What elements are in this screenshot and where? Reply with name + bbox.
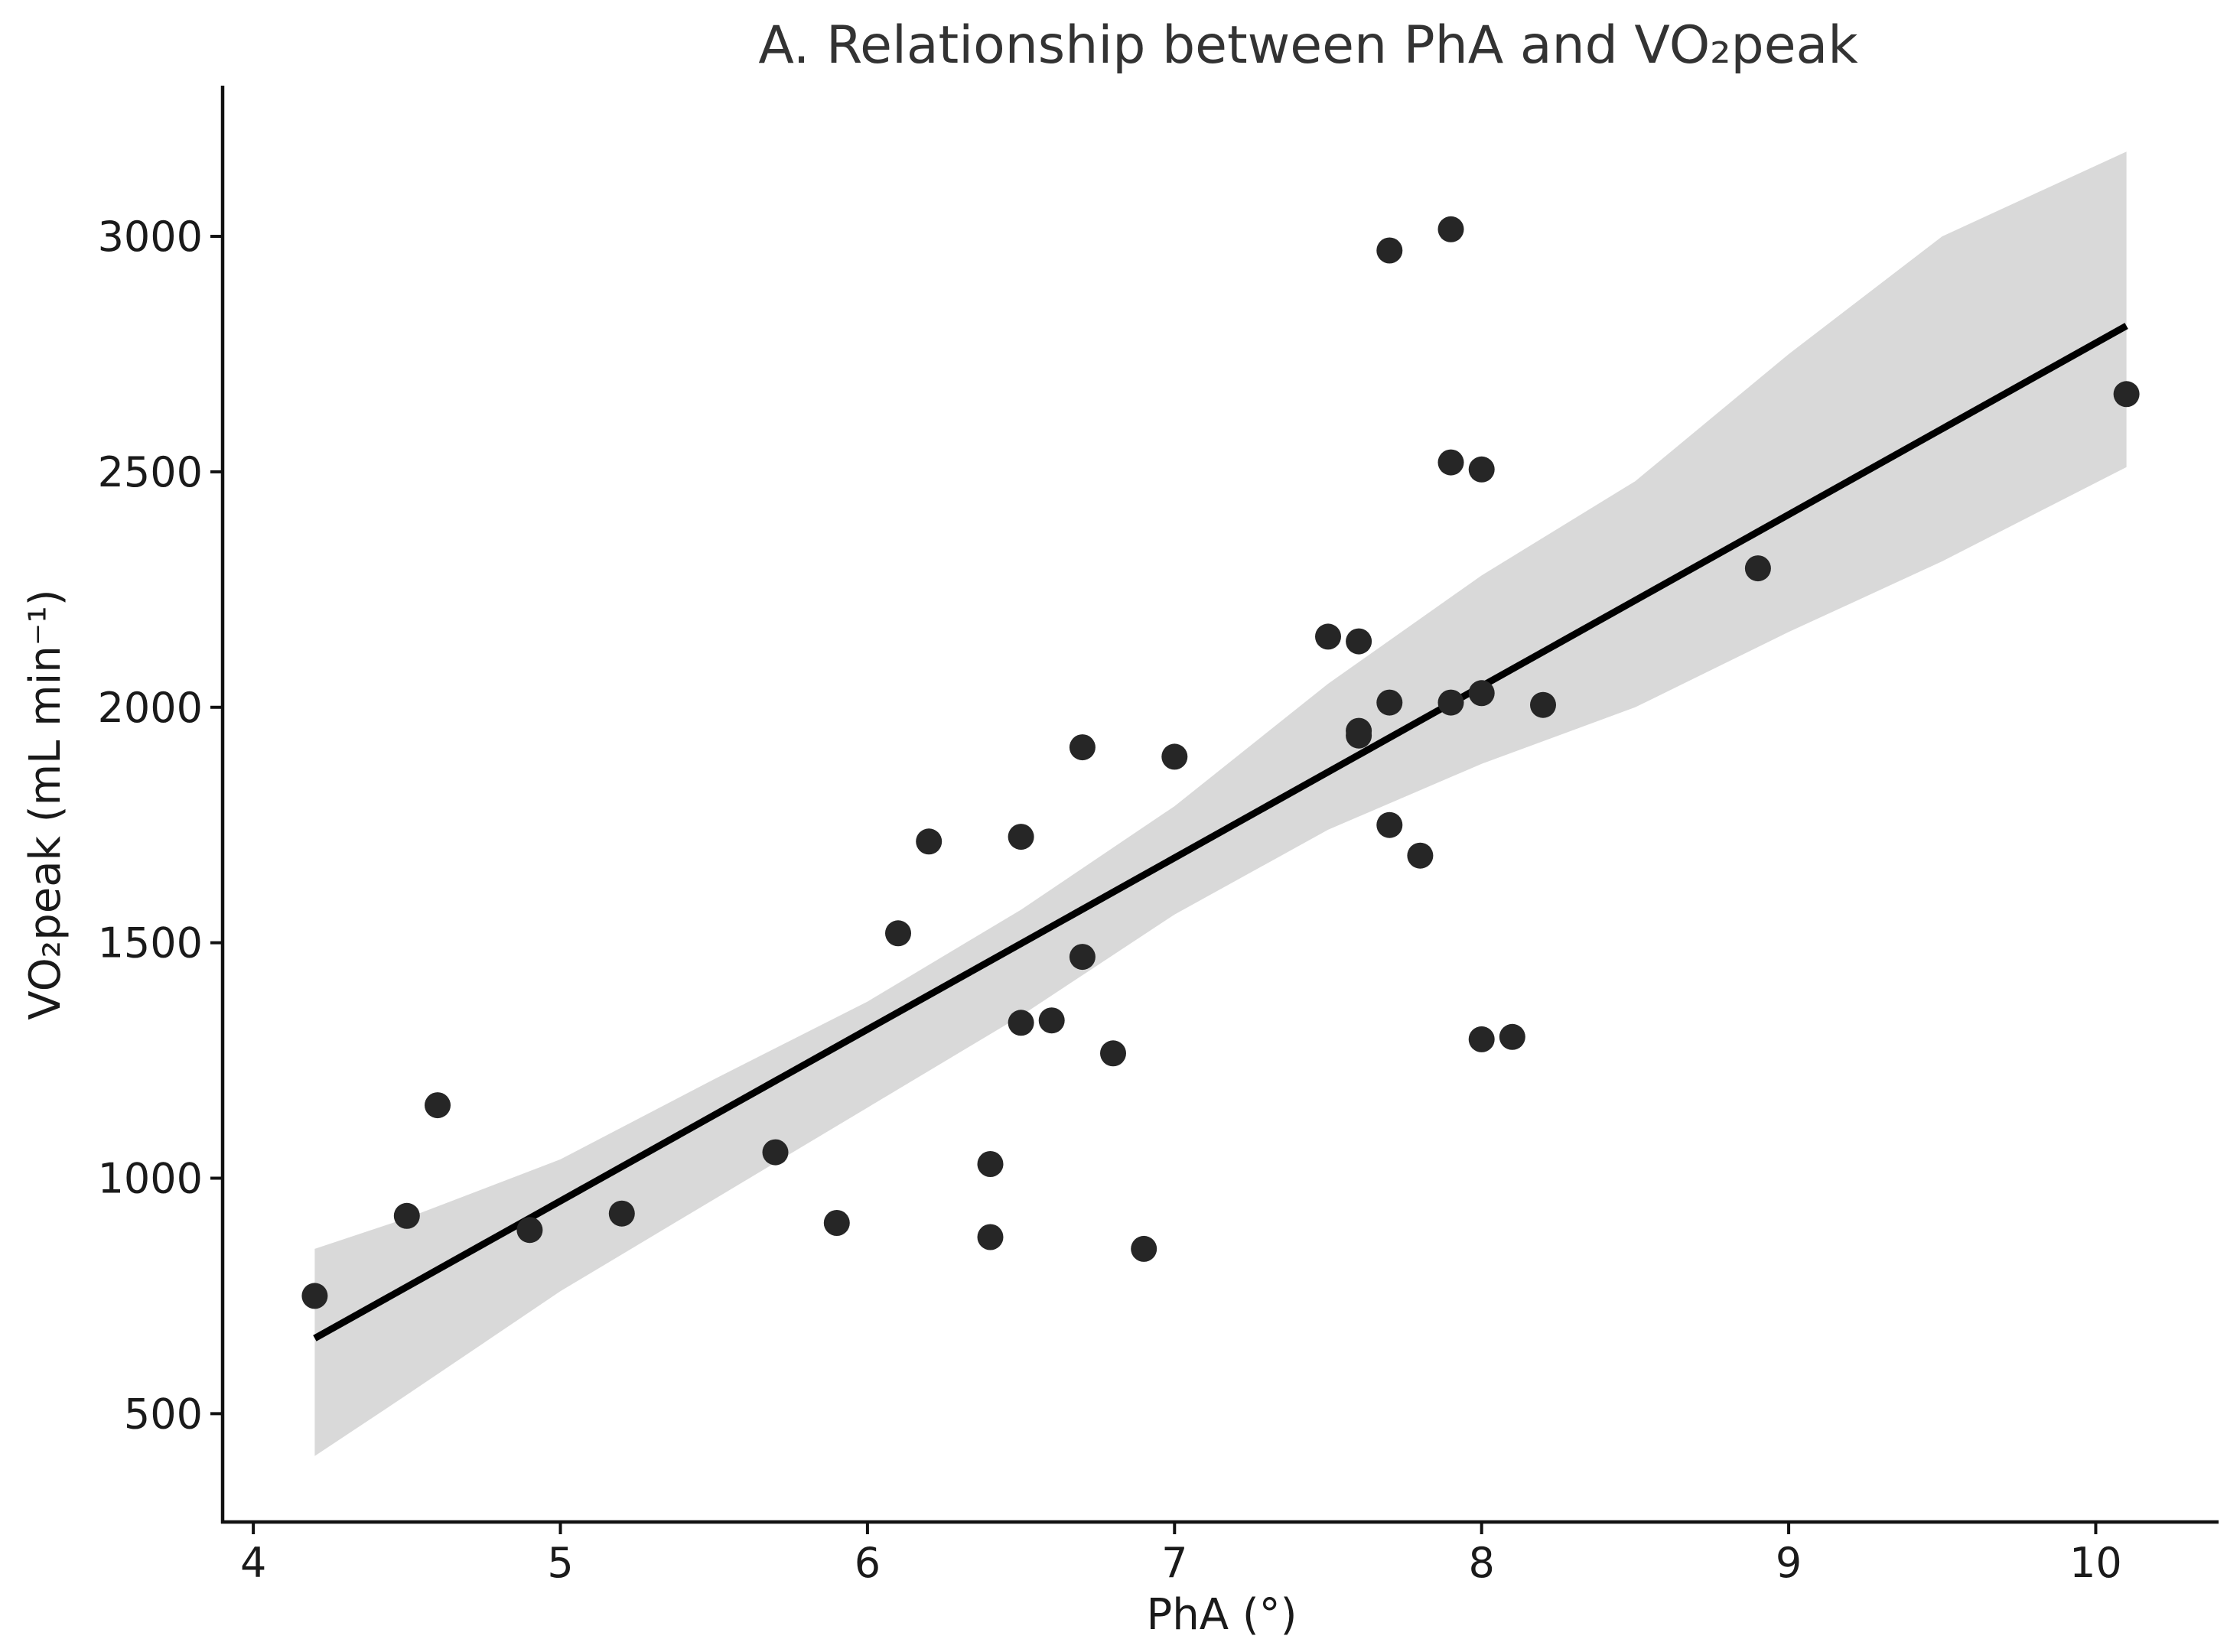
data-point-14	[1038, 1007, 1065, 1034]
data-point-20	[1315, 623, 1341, 650]
data-point-10	[977, 1151, 1004, 1177]
data-point-7	[823, 1210, 850, 1236]
y-tick-label-1500: 1500	[98, 919, 203, 967]
data-point-16	[1069, 944, 1096, 971]
data-points-layer	[301, 216, 2140, 1309]
regression-line	[313, 323, 2128, 1341]
data-point-34	[1499, 1023, 1525, 1050]
y-axis-ticks: 500 1000 1500 2000 2500 3000	[98, 213, 223, 1438]
fit-line-layer	[313, 323, 2128, 1341]
data-point-3	[425, 1092, 451, 1119]
data-point-21	[1346, 628, 1372, 655]
data-point-5	[608, 1200, 635, 1227]
y-axis-label: VO₂peak (mL min⁻¹)	[21, 589, 70, 1019]
data-point-18	[1131, 1235, 1157, 1262]
data-point-4	[516, 1217, 543, 1244]
x-tick-label-5: 5	[547, 1539, 573, 1587]
data-point-31	[1468, 456, 1495, 483]
data-point-30	[1437, 689, 1464, 716]
data-point-29	[1437, 449, 1464, 476]
data-point-11	[977, 1224, 1004, 1250]
data-point-35	[1530, 691, 1556, 718]
x-tick-label-4: 4	[240, 1539, 266, 1587]
data-point-8	[885, 920, 911, 947]
data-point-12	[1008, 824, 1034, 850]
y-tick-label-2500: 2500	[98, 448, 203, 496]
x-tick-label-10: 10	[2069, 1539, 2122, 1587]
data-point-32	[1468, 680, 1495, 707]
data-point-24	[1376, 237, 1403, 264]
x-axis-label: PhA (°)	[1146, 1590, 1297, 1640]
data-point-28	[1437, 216, 1464, 242]
data-point-17	[1100, 1040, 1126, 1067]
data-point-23	[1346, 722, 1372, 749]
data-point-19	[1161, 743, 1188, 770]
x-axis-ticks: 4 5 6 7 8 9 10	[240, 1522, 2122, 1587]
data-point-15	[1069, 734, 1096, 761]
data-point-36	[1744, 555, 1771, 582]
data-point-33	[1468, 1026, 1495, 1052]
y-tick-label-3000: 3000	[98, 213, 203, 261]
data-point-37	[2113, 381, 2140, 408]
y-tick-label-500: 500	[124, 1390, 203, 1438]
chart-title: A. Relationship between PhA and VO₂peak	[758, 15, 1858, 76]
x-tick-label-9: 9	[1776, 1539, 1802, 1587]
y-tick-label-2000: 2000	[98, 684, 203, 732]
x-tick-label-6: 6	[855, 1539, 881, 1587]
x-tick-label-7: 7	[1161, 1539, 1187, 1587]
data-point-27	[1407, 842, 1434, 869]
data-point-6	[762, 1139, 789, 1166]
data-point-26	[1376, 811, 1403, 838]
y-tick-label-1000: 1000	[98, 1155, 203, 1203]
data-point-13	[1008, 1010, 1034, 1036]
data-point-9	[916, 828, 943, 855]
data-point-25	[1376, 689, 1403, 716]
confidence-band-layer	[314, 151, 2127, 1456]
data-point-2	[393, 1202, 420, 1229]
data-point-1	[301, 1283, 328, 1309]
confidence-band	[314, 151, 2127, 1456]
x-tick-label-8: 8	[1468, 1539, 1494, 1587]
